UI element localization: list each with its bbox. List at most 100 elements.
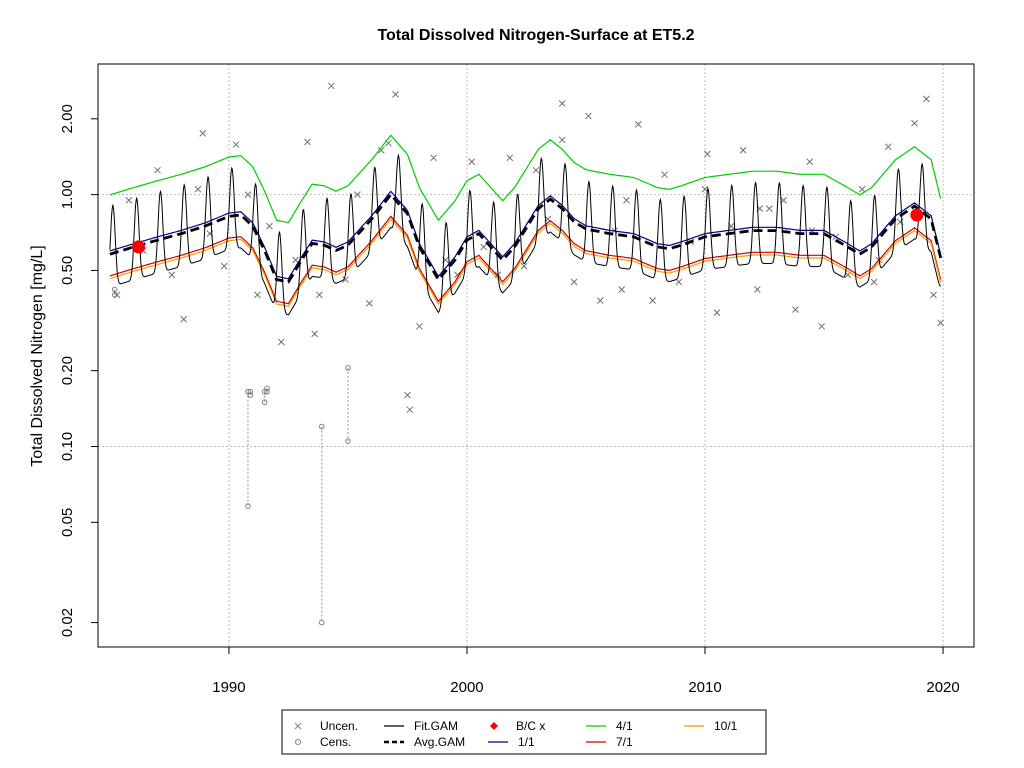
uncensored-point — [311, 330, 318, 338]
grid-layer — [98, 64, 974, 647]
uncensored-point — [168, 271, 176, 279]
uncensored-point — [244, 191, 252, 198]
legend-label: Avg.GAM — [414, 735, 465, 749]
uncensored-point — [806, 158, 814, 166]
uncensored-point — [430, 154, 437, 162]
censored-point — [247, 388, 254, 395]
uncensored-point — [327, 82, 335, 90]
uncensored-point — [180, 315, 188, 323]
x-tick-label: 1990 — [212, 679, 245, 696]
legend-swatch — [490, 722, 498, 730]
legend-label: 4/1 — [616, 719, 633, 733]
legend-item: 1/1 — [488, 735, 535, 749]
legend-swatch — [295, 739, 301, 745]
uncensored-point — [404, 391, 411, 399]
censored-point — [264, 388, 270, 395]
data-layer — [109, 82, 945, 626]
uncensored-point — [558, 136, 566, 144]
uncensored-point — [884, 143, 892, 151]
uncensored-point — [316, 291, 323, 299]
uncensored-point — [154, 166, 161, 174]
y-axis-label: Total Dissolved Nitrogen [mg/L] — [29, 245, 46, 466]
legend-item: Avg.GAM — [384, 735, 465, 749]
censored-point — [345, 365, 351, 371]
legend: Uncen. Cens. Fit.GAM Avg.GAM B/C x 1/1 4/1 7/1 1… — [281, 709, 767, 755]
censored-point — [318, 619, 325, 626]
legend-label: Fit.GAM — [414, 719, 458, 733]
uncensored-point — [125, 196, 133, 204]
uncensored-point — [937, 319, 945, 327]
uncensored-point — [416, 322, 423, 330]
uncensored-point — [635, 121, 642, 128]
y-tick-label: 0.10 — [59, 432, 76, 461]
y-tick-label: 0.20 — [59, 356, 76, 385]
uncensored-point — [480, 243, 487, 251]
legend-item: Uncen. — [294, 719, 358, 733]
uncensored-point — [704, 150, 711, 158]
series-line-4/1 — [109, 134, 942, 224]
uncensored-point — [354, 191, 361, 198]
legend-label: 1/1 — [518, 735, 535, 749]
legend-item: Cens. — [295, 735, 351, 749]
uncensored-point — [585, 112, 592, 120]
uncensored-point — [292, 256, 299, 264]
uncensored-point — [558, 100, 566, 107]
bc-point — [131, 240, 145, 254]
uncensored-point — [532, 166, 540, 174]
legend-box — [281, 709, 767, 755]
series-line-10/1 — [109, 218, 942, 308]
y-tick-label: 0.02 — [59, 608, 76, 637]
uncensored-point — [765, 205, 773, 212]
censored-point — [245, 503, 251, 509]
uncensored-point — [596, 297, 604, 304]
uncensored-point — [930, 291, 937, 299]
x-tick-label: 2020 — [926, 679, 959, 696]
x-tick-label: 2000 — [450, 679, 483, 696]
y-tick-label: 0.05 — [59, 508, 76, 537]
legend-swatch — [294, 722, 302, 730]
axis-layer: 1990 2000 2010 2020 0.02 0.05 0.10 0.20 0.50 1.00… — [59, 104, 960, 696]
uncensored-point — [570, 278, 578, 286]
legend-item: 7/1 — [586, 735, 633, 749]
uncensored-point — [623, 196, 630, 204]
uncensored-point — [911, 119, 918, 127]
uncensored-point — [818, 322, 826, 330]
uncensored-point — [194, 185, 202, 193]
uncensored-point — [618, 286, 626, 293]
legend-label: 10/1 — [714, 719, 738, 733]
uncensored-point — [366, 300, 373, 307]
chart-title: Total Dissolved Nitrogen-Surface at ET5.… — [377, 27, 694, 44]
legend-label: Cens. — [320, 735, 351, 749]
censored-point — [264, 385, 270, 392]
uncensored-point — [713, 309, 721, 316]
uncensored-point — [520, 262, 528, 270]
uncensored-point — [792, 306, 799, 313]
uncensored-point — [675, 278, 683, 286]
y-tick-label: 2.00 — [59, 104, 76, 133]
uncensored-point — [923, 95, 930, 103]
legend-label: B/C x — [516, 719, 545, 733]
uncensored-point — [342, 276, 349, 283]
series-line-fit-gam — [109, 153, 942, 316]
y-tick-label: 1.00 — [59, 180, 76, 209]
uncensored-point — [392, 91, 399, 98]
uncensored-point — [277, 338, 285, 346]
censored-point — [345, 438, 351, 444]
series-line-7/1 — [109, 215, 942, 305]
uncensored-point — [304, 138, 311, 146]
legend-item: 4/1 — [586, 719, 633, 733]
legend-item: 10/1 — [684, 719, 738, 733]
uncensored-point — [468, 158, 476, 166]
uncensored-point — [377, 146, 385, 154]
uncensored-point — [858, 185, 866, 193]
plot-frame — [97, 63, 975, 648]
uncensored-point — [220, 262, 228, 270]
uncensored-point — [661, 171, 668, 179]
censored-point — [318, 423, 325, 430]
uncensored-point — [870, 278, 878, 286]
censored-point — [261, 399, 268, 405]
uncensored-point — [406, 406, 414, 414]
x-tick-label: 2010 — [688, 679, 721, 696]
legend-item: B/C x — [490, 719, 545, 733]
